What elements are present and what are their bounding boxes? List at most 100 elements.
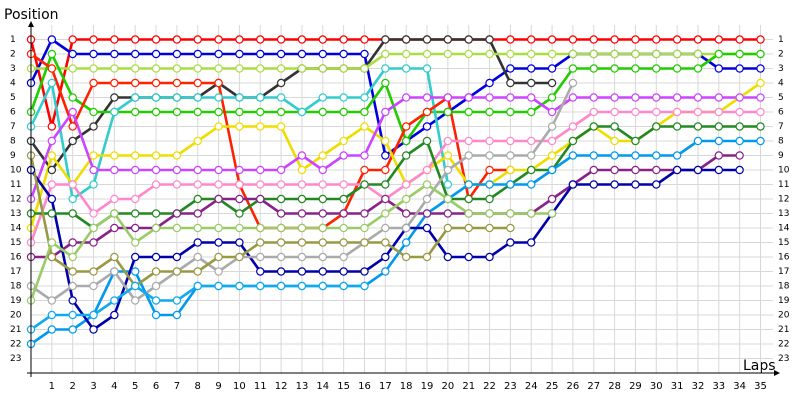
point bbox=[506, 238, 515, 247]
point bbox=[401, 252, 411, 262]
point bbox=[110, 151, 119, 160]
point bbox=[443, 194, 453, 204]
point bbox=[735, 107, 744, 117]
point bbox=[276, 252, 286, 262]
point bbox=[610, 64, 619, 73]
point bbox=[401, 223, 411, 233]
x-tick-label: 25 bbox=[546, 381, 559, 392]
point bbox=[527, 180, 536, 189]
point bbox=[443, 49, 453, 59]
point bbox=[735, 35, 744, 44]
point bbox=[714, 49, 724, 59]
point bbox=[151, 49, 161, 59]
point bbox=[235, 64, 244, 73]
point bbox=[568, 122, 578, 131]
point bbox=[443, 35, 453, 44]
point bbox=[68, 209, 77, 218]
y-tick-label: 10 bbox=[10, 166, 22, 176]
series-line bbox=[31, 52, 761, 70]
point bbox=[381, 223, 390, 233]
y-tick-label-right: 7 bbox=[778, 122, 784, 132]
point bbox=[172, 151, 182, 160]
x-tick-label: 2 bbox=[69, 381, 75, 392]
point bbox=[401, 194, 411, 204]
point bbox=[172, 180, 182, 189]
point bbox=[172, 296, 182, 305]
y-axis-arrow bbox=[28, 21, 34, 27]
point bbox=[235, 165, 244, 175]
x-tick-label: 16 bbox=[358, 381, 371, 392]
point bbox=[297, 151, 307, 160]
point bbox=[360, 165, 369, 175]
x-tick-label: 11 bbox=[254, 381, 267, 392]
point bbox=[547, 35, 557, 44]
x-tick-label: 35 bbox=[754, 381, 767, 392]
point bbox=[381, 78, 390, 88]
point bbox=[422, 180, 432, 189]
point bbox=[47, 238, 57, 247]
point bbox=[276, 165, 286, 175]
point bbox=[464, 209, 473, 218]
point bbox=[756, 35, 765, 44]
point bbox=[443, 252, 453, 262]
point bbox=[193, 209, 202, 218]
point bbox=[672, 35, 682, 44]
point bbox=[610, 122, 619, 131]
point bbox=[256, 35, 265, 44]
point bbox=[339, 267, 348, 276]
point bbox=[193, 165, 202, 175]
point bbox=[631, 49, 640, 59]
point bbox=[131, 296, 140, 305]
x-tick-label: 12 bbox=[275, 381, 288, 392]
point bbox=[47, 310, 57, 320]
point bbox=[318, 238, 327, 247]
point bbox=[464, 194, 473, 204]
point bbox=[506, 49, 515, 59]
point bbox=[131, 267, 140, 276]
point bbox=[339, 223, 348, 233]
point bbox=[235, 49, 244, 59]
point bbox=[47, 194, 57, 204]
point bbox=[193, 223, 202, 233]
y-axis-title: Position bbox=[4, 7, 59, 23]
point bbox=[631, 136, 640, 146]
y-tick-label: 1 bbox=[10, 35, 16, 45]
point bbox=[527, 49, 536, 59]
x-tick-label: 17 bbox=[379, 381, 392, 392]
x-tick-label: 33 bbox=[712, 381, 725, 392]
point bbox=[631, 35, 640, 44]
point bbox=[506, 64, 515, 73]
point bbox=[506, 78, 515, 88]
point bbox=[735, 136, 744, 146]
y-tick-label-right: 14 bbox=[778, 224, 790, 234]
layer bbox=[26, 35, 765, 349]
point bbox=[276, 281, 286, 291]
point bbox=[235, 122, 244, 131]
point bbox=[47, 209, 57, 218]
point bbox=[193, 238, 202, 247]
point bbox=[318, 267, 327, 276]
point bbox=[131, 281, 140, 291]
x-tick-label: 22 bbox=[483, 381, 496, 392]
point bbox=[193, 93, 202, 102]
y-tick-label-right: 10 bbox=[778, 166, 790, 176]
point bbox=[47, 122, 57, 131]
point bbox=[235, 209, 244, 218]
x-tick-label: 1 bbox=[49, 381, 55, 392]
point bbox=[589, 35, 598, 44]
point bbox=[89, 281, 98, 291]
point bbox=[276, 49, 286, 59]
point bbox=[68, 122, 77, 131]
point bbox=[568, 78, 578, 88]
x-axis-title: Laps bbox=[743, 358, 776, 374]
point bbox=[652, 180, 661, 189]
y-tick-label: 17 bbox=[10, 267, 21, 277]
point bbox=[568, 64, 578, 73]
point bbox=[506, 165, 515, 175]
point bbox=[47, 325, 57, 334]
point bbox=[235, 107, 244, 117]
point bbox=[131, 238, 140, 247]
point bbox=[297, 238, 307, 247]
point bbox=[506, 35, 515, 44]
point bbox=[589, 180, 598, 189]
